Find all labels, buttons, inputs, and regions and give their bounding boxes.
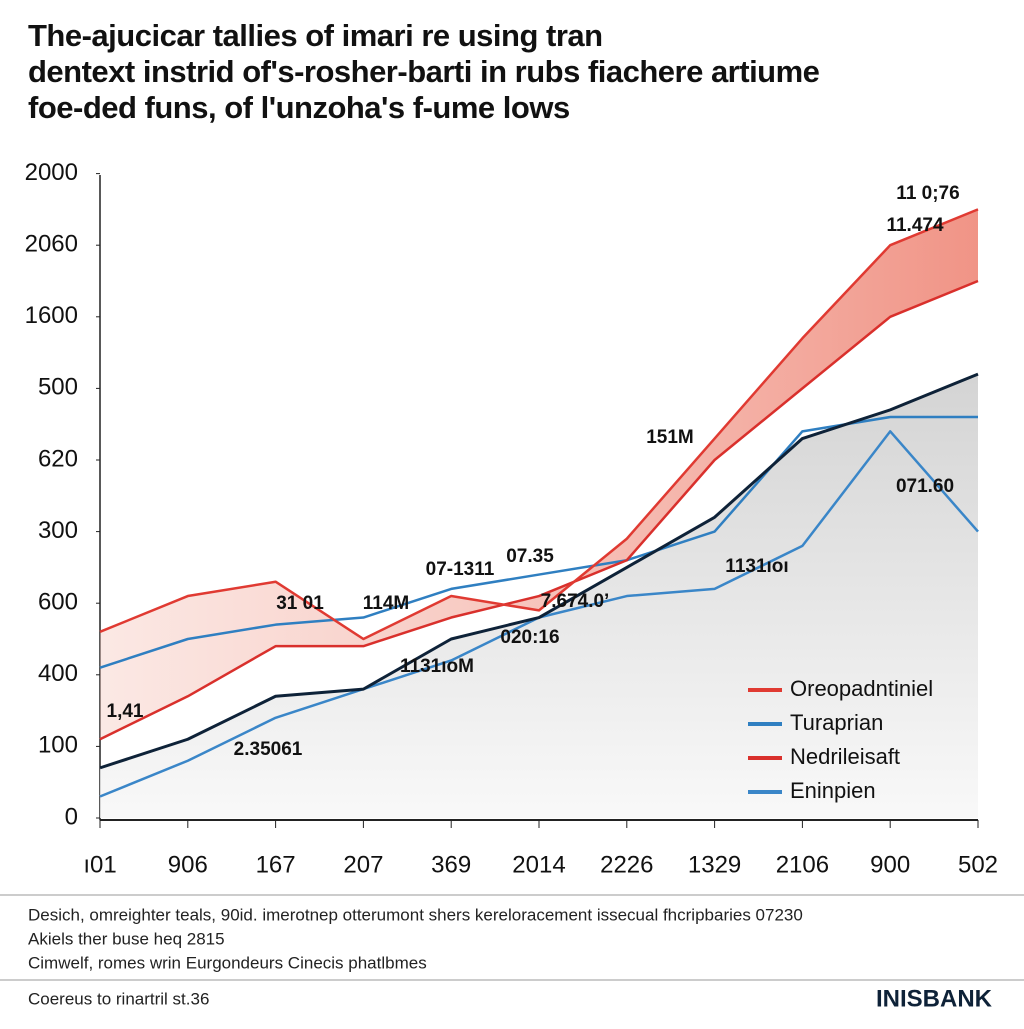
legend-label: Eninpien <box>790 778 876 803</box>
annotation: 1,41 <box>107 701 144 722</box>
x-tick-label: 207 <box>343 851 383 878</box>
annotation: 31 01 <box>276 593 324 614</box>
y-tick-label: 620 <box>38 445 78 472</box>
y-tick-label: 0 <box>65 803 78 830</box>
chart-title: dentext instrid of's-rosher-barti in rub… <box>28 54 820 89</box>
line <box>99 208 979 641</box>
x-tick-label: 2106 <box>776 851 829 878</box>
x-tick-label: 906 <box>168 851 208 878</box>
annotation: 071.60 <box>896 476 954 497</box>
annotation: 11.474 <box>886 215 943 236</box>
brand: INISBANK <box>876 985 993 1012</box>
area <box>100 209 978 740</box>
annotation: 1131ıoı <box>725 556 788 577</box>
x-tick-label: 369 <box>431 851 471 878</box>
annotation: 7.674.0’ <box>541 591 610 612</box>
x-tick-label: ı01 <box>83 851 116 878</box>
annotation: 11 0;76 <box>896 183 959 204</box>
annotation: 07-1311 <box>426 559 495 580</box>
annotation: 07.35 <box>506 546 554 567</box>
area <box>100 374 978 818</box>
footer-note: Cimwelf, romes wrin Eurgondeurs Cinecis … <box>28 953 427 972</box>
x-tick-label: 167 <box>256 851 296 878</box>
y-tick-label: 300 <box>38 517 78 544</box>
annotation: 151M <box>646 427 694 448</box>
x-tick-label: 2226 <box>600 851 653 878</box>
annotation: 020:16 <box>500 627 559 648</box>
x-tick-label: 900 <box>870 851 910 878</box>
footer-note: Desich, omreighter teals, 90id. imerotne… <box>28 905 803 924</box>
x-tick-label: 2014 <box>512 851 565 878</box>
line <box>99 415 978 669</box>
y-tick-label: 600 <box>38 589 78 616</box>
y-tick-label: 400 <box>38 660 78 687</box>
x-tick-label: 502 <box>958 851 998 878</box>
chart-title: foe-ded funs, of l'unzoha's f-ume lows <box>28 90 570 125</box>
legend-label: Oreopadntiniel <box>790 676 933 701</box>
y-tick-label: 100 <box>38 732 78 759</box>
y-tick-label: 500 <box>38 374 78 401</box>
legend-label: Nedrileisaft <box>790 744 900 769</box>
y-tick-label: 2060 <box>25 231 78 258</box>
annotation: 114M <box>363 593 409 614</box>
y-tick-label: 1600 <box>25 302 78 329</box>
legend-label: Turaprian <box>790 710 883 735</box>
y-tick-label: 2000 <box>25 159 78 186</box>
annotation: 2.35061 <box>234 739 303 760</box>
annotation: 1131ıoM <box>400 656 474 677</box>
chart-title: The-ajucicar tallies of imari re using t… <box>28 18 603 53</box>
source: Coereus to rinartril st.36 <box>28 989 209 1008</box>
line <box>99 279 979 741</box>
line <box>99 372 979 770</box>
x-tick-label: 1329 <box>688 851 741 878</box>
footer-note: Akiels ther buse heq 2815 <box>28 929 225 948</box>
